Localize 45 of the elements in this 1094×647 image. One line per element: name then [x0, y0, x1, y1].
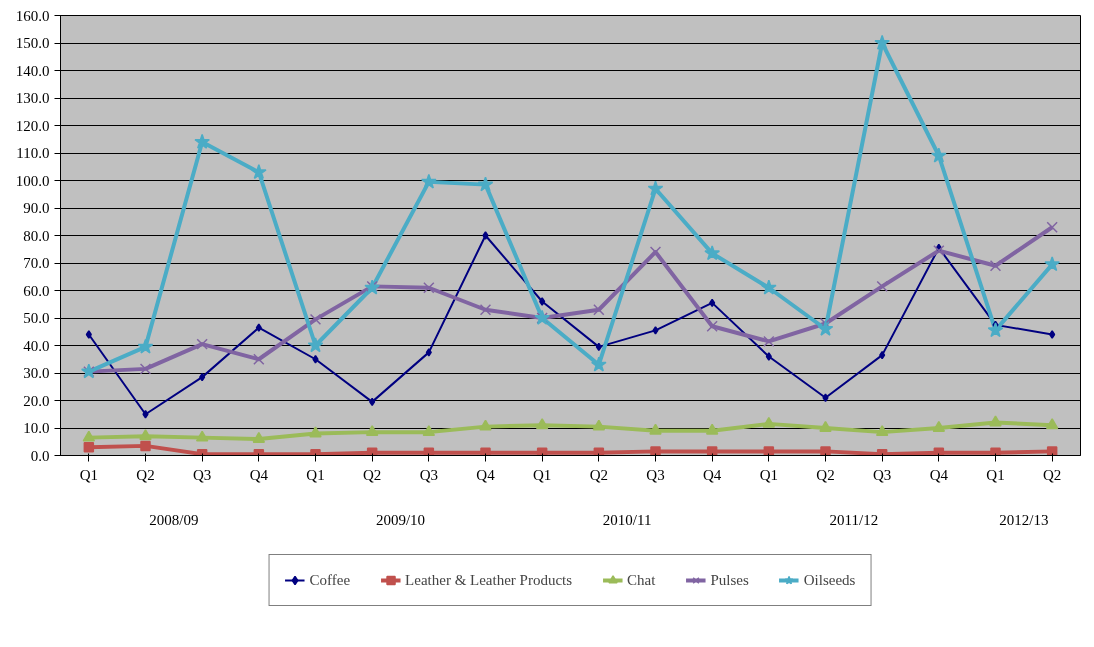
x-tick-label: Q1 — [533, 466, 552, 483]
legend-label: Coffee — [309, 571, 351, 589]
legend-label: Oilseeds — [803, 571, 856, 589]
text: 2011/12 — [829, 511, 879, 528]
y-tick-label: 20.0 — [23, 392, 50, 409]
x-tick-label: Q1 — [759, 466, 779, 483]
y-tick-label: 50.0 — [23, 310, 50, 326]
x-tick-label: Q1 — [79, 466, 99, 483]
y-tick-label: 60.0 — [23, 282, 50, 299]
x-tick-label: Q1 — [986, 466, 1005, 483]
text: 2008/09 — [149, 511, 199, 528]
x-tick-label: Q1 — [306, 466, 325, 483]
x-tick-label: Q4 — [249, 466, 269, 483]
x-tick-label: Q4 — [476, 466, 496, 483]
y-tick-label: 70.0 — [23, 255, 50, 271]
y-tick-label: 150.0 — [15, 35, 50, 51]
y-tick-label: 140.0 — [15, 62, 50, 79]
y-tick-label: 40.0 — [23, 337, 50, 354]
x-tick-label: Q3 — [873, 466, 892, 483]
x-tick-label: Q2 — [816, 466, 835, 483]
x-tick-label: Q3 — [419, 466, 439, 483]
y-tick-label: 90.0 — [23, 200, 50, 216]
legend-label: Pulses — [710, 571, 749, 589]
text: 2010/11 — [602, 511, 652, 528]
text: 2012/13 — [999, 511, 1049, 528]
y-tick-label: 10.0 — [23, 420, 50, 436]
y-tick-label: 30.0 — [23, 365, 50, 381]
y-tick-label: 160.0 — [15, 7, 50, 24]
x-tick-label: Q4 — [929, 466, 949, 483]
x-tick-label: Q2 — [589, 466, 609, 483]
x-tick-label: Q2 — [136, 466, 155, 483]
y-tick-label: 120.0 — [15, 117, 50, 134]
x-tick-label: Q3 — [193, 466, 212, 483]
text: 2009/10 — [375, 511, 426, 528]
y-tick-label: 130.0 — [15, 90, 50, 106]
y-tick-label: 80.0 — [23, 227, 50, 244]
x-tick-label: Q4 — [703, 466, 722, 483]
y-tick-label: 100.0 — [15, 172, 50, 189]
legend-label: Leather & Leather Products — [405, 571, 573, 589]
legend-label: Chat — [627, 571, 656, 589]
y-tick-label: 0.0 — [30, 447, 50, 464]
x-tick-label: Q3 — [646, 466, 665, 483]
x-tick-label: Q2 — [1043, 466, 1062, 483]
x-tick-label: Q2 — [363, 466, 382, 483]
y-tick-label: 110.0 — [16, 145, 50, 161]
